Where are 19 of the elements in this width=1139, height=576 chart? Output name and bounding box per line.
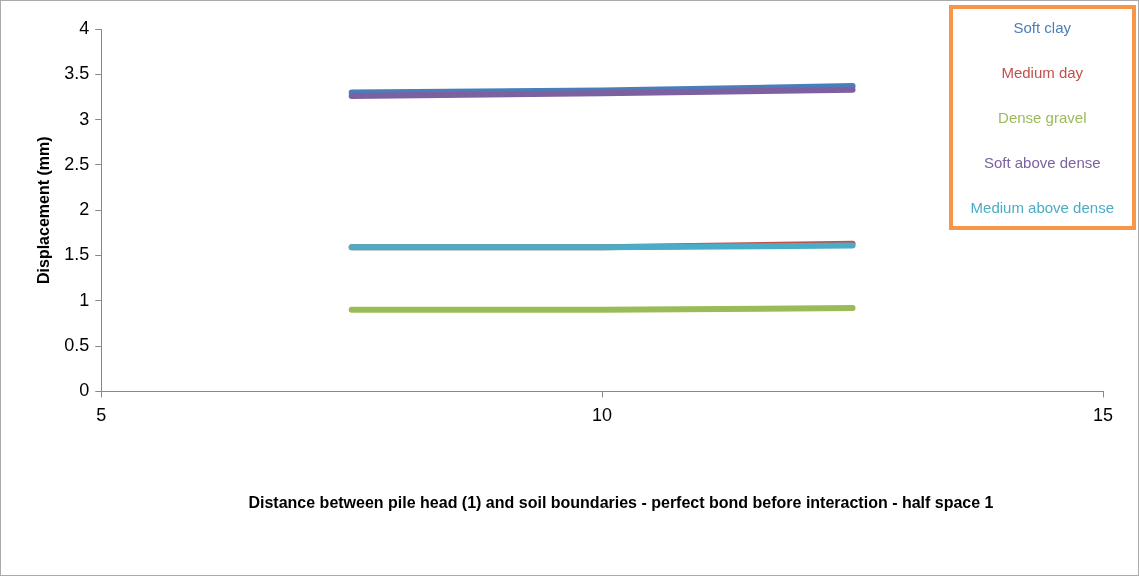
y-tick-label: 0.5 [64,335,90,356]
x-axis-title: Distance between pile head (1) and soil boundaries - perfect bond before interaction - half space 1 [247,493,995,513]
x-tick-label: 10 [592,405,613,426]
y-axis-title: Displacement (mm) [35,136,53,284]
y-tick-label: 0 [79,380,90,401]
x-tick-label: 5 [96,405,107,426]
y-tick-label: 1 [79,289,90,310]
y-tick-label: 1.5 [64,244,90,265]
text: Medium day [1001,64,1084,81]
x-tick-label: 15 [1092,405,1114,426]
text: Medium above dense [970,199,1114,216]
y-tick-label: 2.5 [64,153,90,174]
y-tick-label: 2 [79,199,90,220]
y-tick-label: 4 [79,17,90,38]
text: Dense gravel [998,109,1087,126]
text: Soft above dense [983,154,1101,171]
y-tick-label: 3 [79,108,90,129]
y-tick-label: 3.5 [64,63,90,84]
text: Soft clay [1013,19,1072,36]
